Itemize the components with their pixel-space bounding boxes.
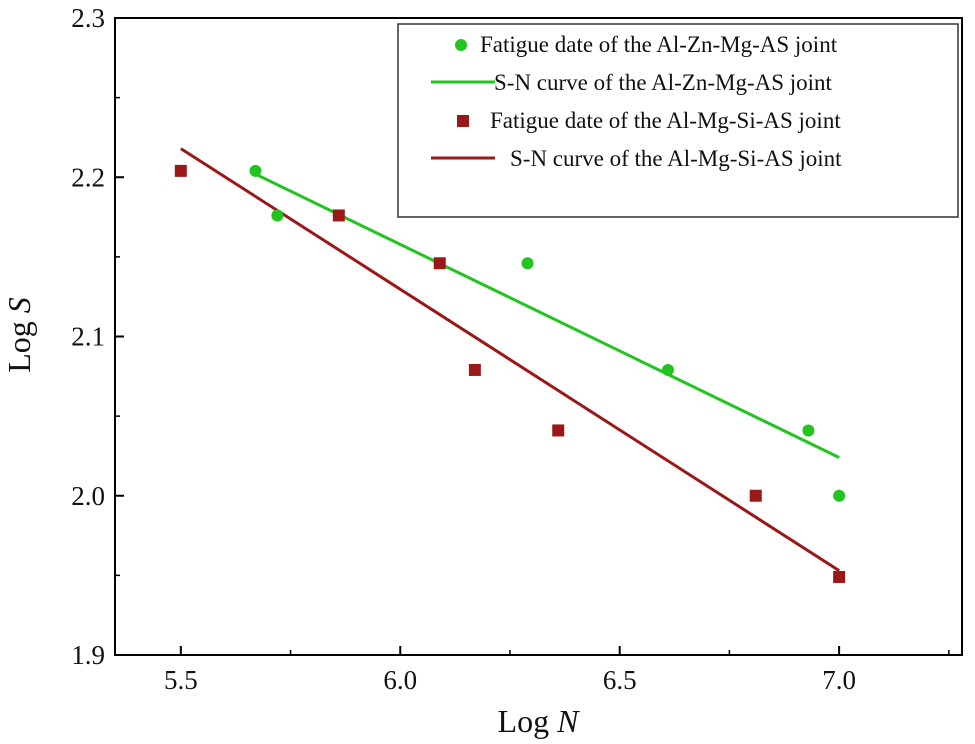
sn-curve-line [254, 172, 840, 459]
x-tick-label: 7.0 [822, 665, 856, 695]
data-point-circle [661, 363, 674, 376]
y-tick-label: 2.1 [71, 322, 105, 352]
y-tick-label: 2.2 [71, 162, 105, 192]
y-tick-label: 1.9 [71, 640, 105, 670]
legend-label: S-N curve of the Al-Zn-Mg-AS joint [494, 70, 833, 95]
data-point-square [552, 424, 565, 437]
legend-label: Fatigue date of the Al-Mg-Si-AS joint [490, 108, 841, 133]
y-axis-title: Log S [1, 297, 37, 373]
legend: Fatigue date of the Al-Zn-Mg-AS joint S-N… [397, 23, 959, 218]
data-point-circle [521, 257, 534, 270]
data-point-square [174, 164, 187, 177]
x-axis-title: Log N [498, 703, 581, 739]
data-point-square [749, 489, 762, 502]
data-point-square [433, 257, 446, 270]
data-point-circle [802, 424, 815, 437]
data-point-square [332, 209, 345, 222]
plot-series [174, 147, 846, 583]
legend-label: S-N curve of the Al-Mg-Si-AS joint [510, 146, 842, 171]
legend-label: Fatigue date of the Al-Zn-Mg-AS joint [480, 32, 838, 57]
axis-ticks: 5.5 6.0 6.5 7.0 1.9 2.0 2.1 2.2 2.3 [71, 3, 950, 695]
y-tick-label: 2.0 [71, 481, 105, 511]
legend-marker [455, 39, 467, 51]
y-tick-label: 2.3 [71, 3, 105, 33]
data-point-circle [249, 164, 262, 177]
data-point-circle [833, 489, 846, 502]
legend-box [397, 23, 959, 218]
x-tick-label: 6.0 [383, 665, 417, 695]
data-point-square [833, 570, 846, 583]
x-tick-label: 6.5 [603, 665, 637, 695]
data-point-circle [271, 209, 284, 222]
x-tick-label: 5.5 [164, 665, 198, 695]
data-point-square [468, 363, 481, 376]
sn-curve-line [180, 147, 840, 572]
legend-marker [457, 115, 469, 127]
